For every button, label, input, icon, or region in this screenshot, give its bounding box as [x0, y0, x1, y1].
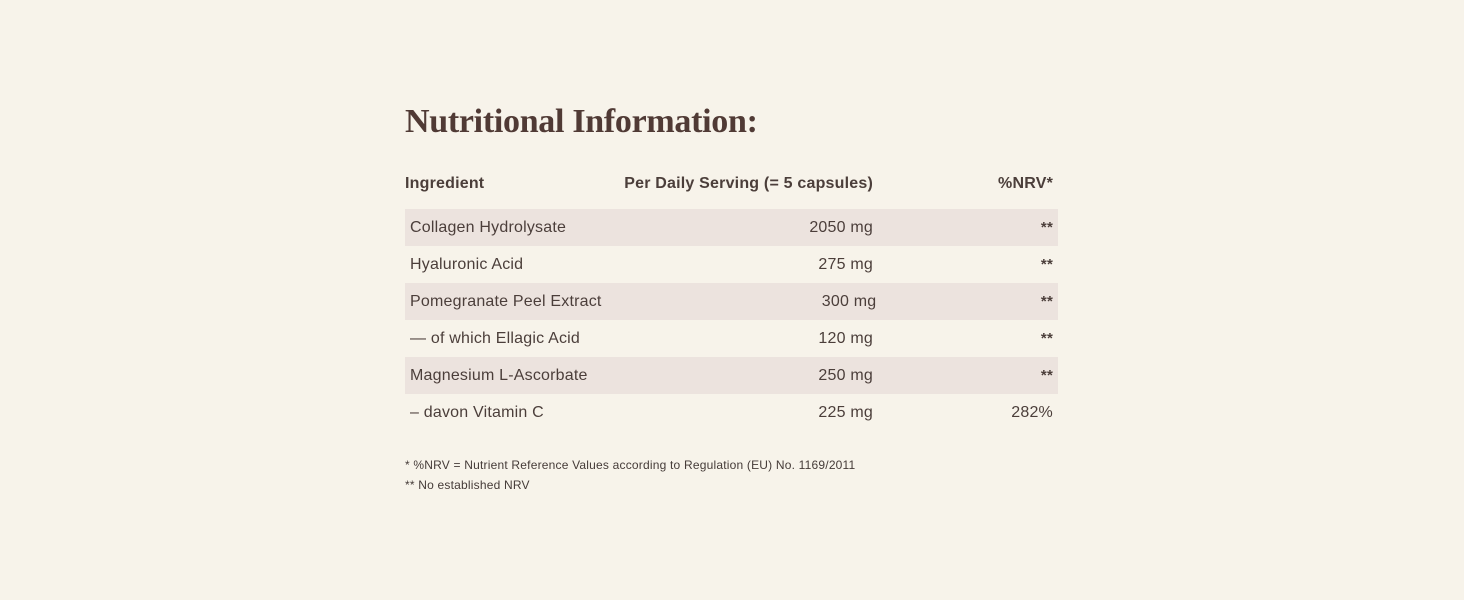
footnote-nrv-definition: * %NRV = Nutrient Reference Values accor…	[405, 458, 856, 472]
footnotes: * %NRV = Nutrient Reference Values accor…	[405, 455, 1058, 495]
table-row: Magnesium L-Ascorbate 250 mg **	[405, 357, 1058, 394]
nrv-cell: **	[1040, 367, 1053, 384]
nrv-cell: **	[1040, 330, 1053, 347]
serving-cell: 120 mg	[818, 329, 873, 347]
ingredient-cell: – davon Vitamin C	[410, 403, 544, 421]
serving-cell: 250 mg	[818, 366, 873, 384]
ingredient-cell: Collagen Hydrolysate	[410, 218, 567, 236]
table-row: Collagen Hydrolysate 2050 mg **	[405, 209, 1058, 246]
table-row: Pomegranate Peel Extract 300 mg **	[405, 283, 1058, 320]
table-row: — of which Ellagic Acid 120 mg **	[405, 320, 1058, 357]
ingredient-cell: Magnesium L-Ascorbate	[410, 366, 588, 384]
column-header-ingredient: Ingredient	[405, 175, 485, 192]
nutrition-table: Collagen Hydrolysate 2050 mg ** Hyaluron…	[405, 209, 1058, 431]
nrv-cell: **	[1040, 256, 1053, 273]
serving-cell: 225 mg	[818, 403, 873, 421]
ingredient-cell: Hyaluronic Acid	[410, 255, 524, 273]
column-header-serving: Per Daily Serving (= 5 capsules)	[624, 175, 873, 192]
serving-cell: 300 mg	[821, 292, 877, 310]
page-title: Nutritional Information:	[405, 103, 758, 140]
ingredient-cell: Pomegranate Peel Extract	[410, 292, 602, 310]
table-row: – davon Vitamin C 225 mg 282%	[405, 394, 1058, 431]
nrv-cell: **	[1040, 293, 1053, 310]
nrv-cell: 282%	[1011, 403, 1053, 421]
table-header-row: Ingredient Per Daily Serving (= 5 capsul…	[405, 169, 1058, 199]
column-header-nrv: %NRV*	[998, 175, 1053, 192]
table-row: Hyaluronic Acid 275 mg **	[405, 246, 1058, 283]
footnote-no-established-nrv: ** No established NRV	[405, 478, 530, 492]
nrv-cell: **	[1040, 219, 1053, 236]
serving-cell: 2050 mg	[809, 218, 873, 236]
ingredient-cell: — of which Ellagic Acid	[410, 329, 581, 347]
serving-cell: 275 mg	[818, 255, 873, 273]
